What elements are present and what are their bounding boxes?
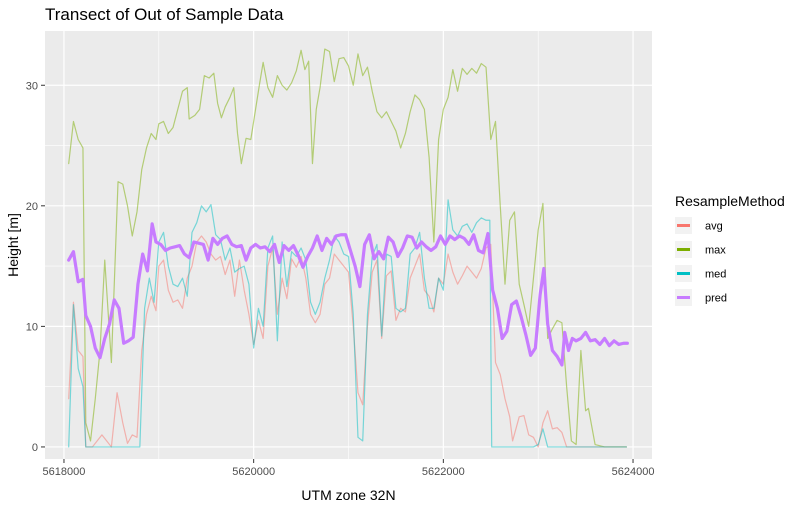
x-tick-label: 5622000	[422, 466, 465, 478]
x-tick-label: 5620000	[232, 466, 275, 478]
x-axis-title: UTM zone 32N	[301, 487, 395, 503]
legend-label-pred: pred	[705, 293, 727, 305]
y-axis-title: Height [m]	[5, 213, 21, 277]
legend-label-avg: avg	[705, 221, 723, 233]
legend: ResampleMethod avg max med pred	[675, 193, 785, 306]
x-tick-label: 5618000	[43, 466, 86, 478]
legend-title: ResampleMethod	[675, 193, 785, 209]
chart-title: Transect of Out of Sample Data	[45, 5, 284, 24]
legend-label-med: med	[705, 269, 726, 281]
series-line-pred	[67, 222, 629, 367]
y-tick-label: 30	[26, 80, 38, 92]
y-tick-label: 20	[26, 201, 38, 213]
series-line-max	[68, 48, 627, 448]
y-tick-label: 0	[32, 442, 38, 454]
legend-label-max: max	[705, 245, 726, 257]
y-axis: 0 10 20 30	[26, 80, 45, 454]
x-axis: 5618000 5620000 5622000 5624000	[43, 459, 655, 478]
x-tick-label: 5624000	[612, 466, 655, 478]
series-lines	[67, 48, 629, 448]
y-tick-label: 10	[26, 321, 38, 333]
series-line-avg	[68, 235, 627, 448]
